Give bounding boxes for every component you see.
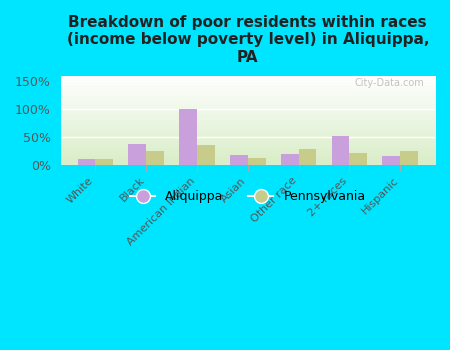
Bar xyxy=(197,146,215,165)
Bar xyxy=(146,151,164,165)
Legend: Aliquippa, Pennsylvania: Aliquippa, Pennsylvania xyxy=(125,185,370,208)
Bar xyxy=(248,158,266,165)
Bar xyxy=(230,155,248,165)
Bar xyxy=(400,150,418,165)
Bar xyxy=(95,159,113,165)
Bar xyxy=(349,153,367,165)
Bar xyxy=(128,144,146,165)
Bar xyxy=(332,136,349,165)
Bar xyxy=(382,156,400,165)
Bar xyxy=(77,159,95,165)
Bar xyxy=(281,154,299,165)
Bar xyxy=(299,149,316,165)
Title: Breakdown of poor residents within races
(income below poverty level) in Aliquip: Breakdown of poor residents within races… xyxy=(67,15,429,65)
Text: City-Data.com: City-Data.com xyxy=(354,78,424,88)
Bar xyxy=(179,109,197,165)
